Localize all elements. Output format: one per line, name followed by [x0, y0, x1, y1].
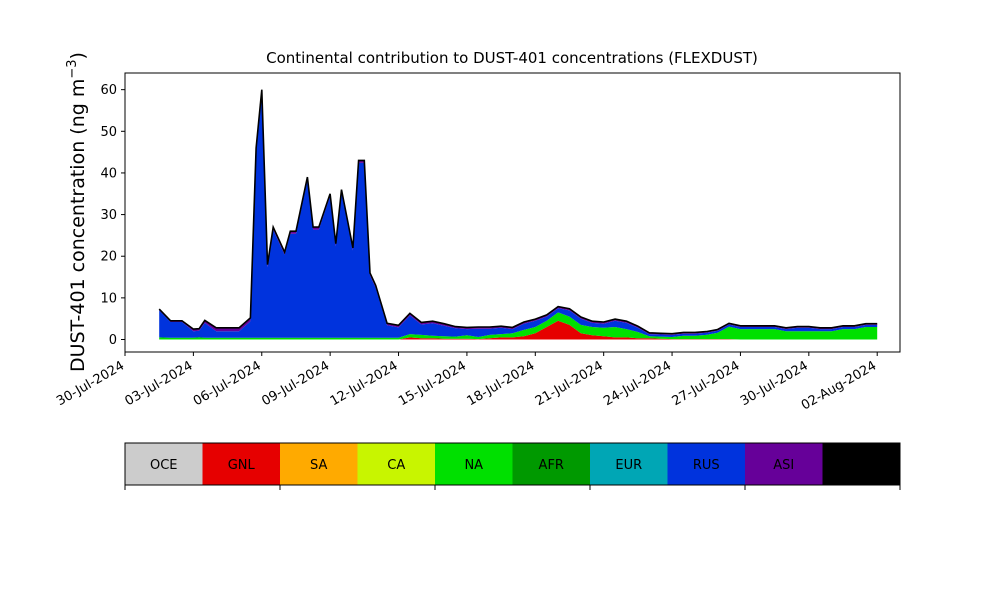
x-tick-label: 12-Jul-2024 — [328, 358, 401, 409]
x-tick-label: 30-Jul-2024 — [54, 358, 127, 409]
y-axis-label-close: ) — [67, 52, 89, 59]
x-axis-ticks: 30-Jul-202403-Jul-202406-Jul-202409-Jul-… — [54, 352, 879, 414]
legend-label-sa: SA — [310, 458, 327, 473]
x-tick-label: 06-Jul-2024 — [191, 358, 264, 409]
legend-swatch-asi — [745, 443, 823, 485]
legend-swatch-oce — [125, 443, 203, 485]
x-tick-label: 24-Jul-2024 — [601, 358, 674, 409]
legend-swatch-ca — [357, 443, 435, 485]
x-tick-label: 27-Jul-2024 — [670, 358, 743, 409]
legend-label-oce: OCE — [150, 458, 178, 473]
legend-label-na: NA — [464, 458, 483, 473]
y-tick-label: 30 — [100, 208, 117, 223]
x-tick-label: 21-Jul-2024 — [533, 358, 606, 409]
y-axis-ticks: 0 10 20 30 40 50 60 — [100, 83, 125, 348]
x-tick-label: 02-Aug-2024 — [799, 358, 879, 413]
legend-label-eur: EUR — [615, 458, 642, 473]
stacked-areas — [159, 89, 878, 340]
legend-label-ca: CA — [387, 458, 405, 473]
legend-swatch-aus — [822, 443, 900, 485]
legend-swatch-afr — [512, 443, 590, 485]
legend-swatch-gnl — [202, 443, 280, 485]
legend-label-rus: RUS — [693, 458, 720, 473]
area-series-rus — [159, 92, 878, 338]
legend-frame — [124, 442, 901, 486]
y-axis-label-main: DUST-401 concentration (ng m — [67, 79, 89, 372]
y-tick-label: 50 — [100, 125, 117, 140]
total-line — [158, 89, 878, 335]
legend-label-aus: AUS — [848, 458, 875, 473]
y-tick-label: 10 — [100, 291, 117, 306]
y-axis-label: DUST-401 concentration (ng m−3) — [65, 52, 89, 372]
y-axis-label-superscript: −3 — [65, 59, 80, 78]
legend-swatch-eur — [590, 443, 668, 485]
legend-swatch-na — [435, 443, 513, 485]
x-tick-label: 09-Jul-2024 — [259, 358, 332, 409]
legend-label-asi: ASI — [773, 458, 794, 473]
legend-swatch-rus — [667, 443, 745, 485]
legend-label-afr: AFR — [539, 458, 564, 473]
x-tick-label: 03-Jul-2024 — [123, 358, 196, 409]
x-tick-label: 15-Jul-2024 — [396, 358, 469, 409]
y-tick-label: 60 — [100, 83, 117, 98]
y-tick-label: 40 — [100, 166, 117, 181]
chart-title: Continental contribution to DUST-401 con… — [266, 49, 758, 67]
y-tick-label: 20 — [100, 250, 117, 265]
total-concentration-line — [158, 89, 878, 335]
y-tick-label: 0 — [109, 333, 117, 348]
legend-swatch-sa — [280, 443, 358, 485]
x-tick-label: 18-Jul-2024 — [464, 358, 537, 409]
legend-label-gnl: GNL — [228, 458, 256, 473]
legend: OCE GNL SA CA NA AFR EUR RUS ASI AUS — [124, 442, 901, 490]
area-series-na — [159, 312, 878, 340]
plot-frame — [124, 72, 901, 353]
